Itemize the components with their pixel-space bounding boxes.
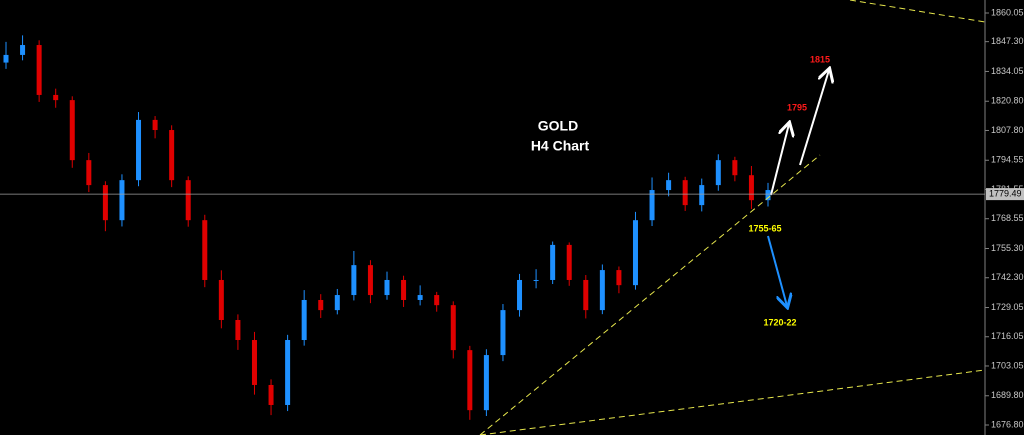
y-tick-label: 1807.80 — [991, 125, 1024, 135]
candle-body — [666, 180, 672, 191]
candle-body — [119, 180, 125, 221]
y-tick-label: 1768.55 — [991, 213, 1024, 223]
candle-body — [334, 295, 340, 311]
candle-body — [136, 119, 142, 181]
candle-body — [616, 270, 622, 286]
candle-body — [649, 190, 655, 221]
y-tick-label: 1716.05 — [991, 331, 1024, 341]
candle-body — [533, 279, 539, 281]
candle-body — [36, 45, 42, 95]
candle-body — [251, 340, 257, 385]
candle-body — [86, 160, 92, 186]
candle-body — [599, 270, 605, 311]
candle-body — [500, 310, 506, 356]
candle-body — [152, 119, 158, 131]
y-tick-label: 1847.30 — [991, 36, 1024, 46]
y-tick-label: 1820.80 — [991, 96, 1024, 106]
candle-body — [483, 355, 489, 411]
candle-body — [765, 190, 771, 201]
candle-body — [682, 180, 688, 206]
arrow — [770, 124, 789, 196]
candle-body — [417, 295, 423, 300]
candle-body — [715, 160, 721, 186]
y-tick-label: 1742.30 — [991, 272, 1024, 282]
candle-body — [235, 319, 241, 341]
candle-body — [467, 350, 473, 411]
y-tick-label: 1703.05 — [991, 360, 1024, 370]
candle-body — [384, 279, 390, 296]
chart-title: GOLD — [538, 118, 578, 134]
y-tick-label: 1860.05 — [991, 7, 1024, 17]
candle-body — [268, 384, 274, 405]
candle-body — [169, 130, 175, 181]
candle-body — [202, 220, 208, 280]
trend-line — [479, 369, 986, 435]
annotation: 1795 — [787, 102, 807, 112]
y-tick-label: 1676.80 — [991, 419, 1024, 429]
candle-body — [699, 185, 705, 206]
candle-body — [367, 265, 373, 296]
trend-line — [479, 154, 821, 435]
candle-body — [53, 94, 59, 101]
candle-body — [3, 54, 9, 63]
candle-body — [434, 295, 440, 306]
trend-line — [849, 0, 986, 23]
candle-body — [583, 279, 589, 311]
annotation: 1720-22 — [763, 317, 796, 327]
arrow — [767, 235, 787, 306]
y-tick-label: 1834.05 — [991, 66, 1024, 76]
candle-body — [401, 279, 407, 300]
y-tick-label: 1794.55 — [991, 155, 1024, 165]
candle-body — [351, 265, 357, 296]
candle-body — [450, 305, 456, 351]
candle-body — [102, 185, 108, 221]
candle-body — [732, 160, 738, 176]
candle-body — [218, 279, 224, 320]
candle-body — [185, 180, 191, 221]
candle-body — [517, 279, 523, 311]
candle-body — [69, 100, 75, 161]
candle-body — [566, 244, 572, 280]
plot-area — [3, 35, 771, 420]
candle-body — [632, 220, 638, 286]
y-tick-label: 1755.30 — [991, 243, 1024, 253]
candle-body — [318, 299, 324, 311]
price-label: 1779.49 — [989, 188, 1022, 198]
y-tick-label: 1689.80 — [991, 390, 1024, 400]
y-tick-label: 1729.05 — [991, 302, 1024, 312]
annotation: 1755-65 — [748, 223, 781, 233]
chart-subtitle: H4 Chart — [531, 138, 590, 154]
arrow — [799, 70, 829, 166]
candle-body — [748, 175, 754, 201]
candle-body — [20, 45, 26, 55]
price-label-box — [986, 188, 1024, 201]
candle-body — [285, 340, 291, 405]
candle-body — [301, 299, 307, 341]
candle-body — [550, 244, 556, 280]
annotation: 1815 — [810, 54, 830, 64]
